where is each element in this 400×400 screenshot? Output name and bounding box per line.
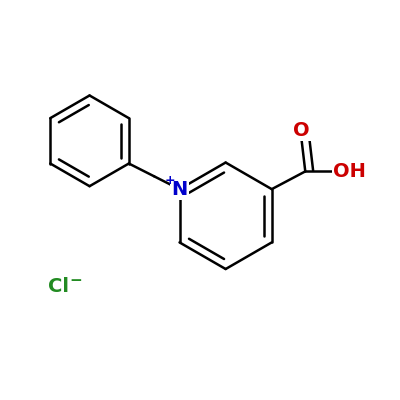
Text: +: +: [164, 174, 175, 187]
Text: −: −: [69, 273, 82, 288]
Text: O: O: [293, 121, 310, 140]
Text: OH: OH: [334, 162, 366, 181]
Text: Cl: Cl: [48, 277, 68, 296]
Text: N: N: [171, 180, 188, 199]
